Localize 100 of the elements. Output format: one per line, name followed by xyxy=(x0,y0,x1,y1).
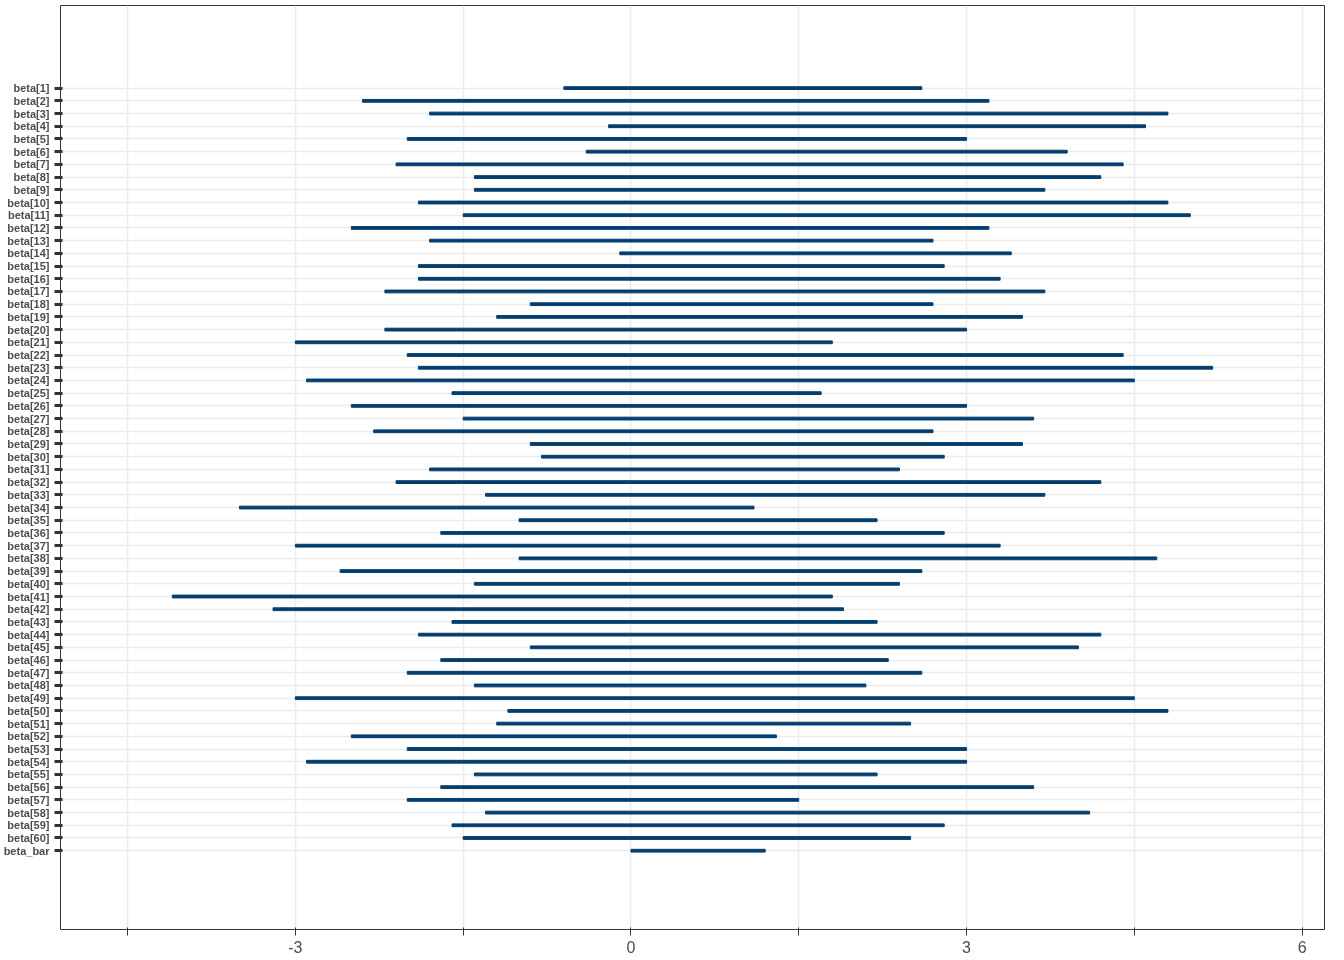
y-tick-label: beta[60] xyxy=(7,831,50,844)
bar xyxy=(306,759,968,764)
y-tick-label: beta[34] xyxy=(7,501,50,514)
x-tick-label: 3 xyxy=(962,938,972,956)
y-tick-label: beta[17] xyxy=(7,285,50,298)
y-tick-label: beta[30] xyxy=(7,450,50,463)
y-tick-label: beta[20] xyxy=(7,323,50,336)
bar xyxy=(451,620,878,624)
y-tick-label: beta[53] xyxy=(7,743,50,756)
bar xyxy=(350,403,968,408)
bar xyxy=(585,149,1068,154)
bar xyxy=(417,200,1169,205)
bar xyxy=(462,836,912,840)
y-tick-label: beta[18] xyxy=(7,298,50,311)
bar xyxy=(406,747,968,751)
bar xyxy=(350,734,777,739)
bar xyxy=(171,594,833,599)
bar xyxy=(429,238,934,243)
y-tick-label: beta[19] xyxy=(7,310,50,323)
y-tick-label: beta[23] xyxy=(7,361,50,374)
bar xyxy=(473,581,900,586)
y-tick-label: beta[1] xyxy=(13,82,50,95)
y-tick-label: beta[54] xyxy=(7,755,50,768)
bar xyxy=(339,569,923,573)
bar xyxy=(417,632,1102,637)
bar xyxy=(485,810,1091,815)
bar xyxy=(395,480,1102,485)
bar xyxy=(496,314,1023,319)
y-tick-label: beta[51] xyxy=(7,717,50,730)
y-tick-label: beta[45] xyxy=(7,641,50,654)
y-tick-label: beta[40] xyxy=(7,577,50,590)
y-tick-label: beta[59] xyxy=(7,819,50,832)
y-tick-label: beta[36] xyxy=(7,526,50,539)
bar xyxy=(496,721,912,726)
y-tick-label: beta[3] xyxy=(13,107,50,120)
y-tick-label: beta[10] xyxy=(7,196,50,209)
y-tick-label: beta[25] xyxy=(7,387,50,400)
bar xyxy=(529,645,1079,650)
y-tick-label: beta[43] xyxy=(7,615,50,628)
bar xyxy=(451,823,945,828)
y-tick-label: beta[31] xyxy=(7,463,50,476)
y-tick-label: beta[28] xyxy=(7,425,50,438)
y-tick-label: beta[55] xyxy=(7,768,50,781)
y-tick-label: beta[9] xyxy=(13,183,50,196)
y-tick-label: beta[27] xyxy=(7,412,50,425)
bar xyxy=(473,187,1046,192)
y-tick-label: beta[21] xyxy=(7,336,50,349)
bar xyxy=(619,251,1012,256)
y-tick-label: beta[4] xyxy=(13,120,50,133)
bar xyxy=(429,111,1169,116)
y-tick-label: beta[11] xyxy=(7,209,50,222)
y-tick-label: beta[32] xyxy=(7,476,50,489)
y-tick-label: beta[33] xyxy=(7,488,50,501)
y-tick-label: beta[48] xyxy=(7,679,50,692)
bar xyxy=(406,137,968,141)
bar xyxy=(473,772,878,777)
bar xyxy=(406,670,923,675)
y-tick-label: beta[38] xyxy=(7,552,50,565)
bar xyxy=(529,302,934,307)
bar xyxy=(429,467,900,472)
bar xyxy=(440,785,1035,790)
bar xyxy=(540,454,945,459)
y-tick-label: beta[44] xyxy=(7,628,50,641)
y-tick-label: beta[16] xyxy=(7,272,50,285)
bar xyxy=(417,276,1001,281)
x-tick-label: -3 xyxy=(288,938,303,956)
bar xyxy=(462,213,1191,218)
y-tick-label: beta[35] xyxy=(7,514,50,527)
y-tick-label: beta[29] xyxy=(7,437,50,450)
y-tick-label: beta[12] xyxy=(7,221,50,234)
bar xyxy=(272,607,845,612)
bar xyxy=(462,416,1035,421)
bar xyxy=(306,378,1135,383)
y-tick-label: beta[42] xyxy=(7,603,50,616)
y-tick-label: beta[56] xyxy=(7,781,50,794)
bar xyxy=(529,442,1023,446)
y-tick-label: beta[39] xyxy=(7,565,50,578)
bar xyxy=(440,531,945,535)
bar xyxy=(373,429,934,434)
bar xyxy=(507,708,1169,713)
bar xyxy=(518,556,1158,561)
bar xyxy=(440,658,889,662)
y-tick-label: beta[50] xyxy=(7,704,50,717)
bar xyxy=(608,124,1147,129)
bar xyxy=(294,696,1135,701)
bar xyxy=(563,86,923,91)
y-tick-label: beta[41] xyxy=(7,590,50,603)
bar xyxy=(451,391,822,396)
bar xyxy=(518,518,878,523)
bar xyxy=(362,98,990,103)
y-tick-label: beta[26] xyxy=(7,399,50,412)
y-tick-label: beta[14] xyxy=(7,247,50,260)
bar xyxy=(630,848,766,853)
bar xyxy=(384,289,1046,294)
bar xyxy=(485,492,1046,497)
bar xyxy=(473,683,867,688)
y-tick-label: beta[58] xyxy=(7,806,50,819)
bar xyxy=(473,175,1102,179)
y-tick-label: beta[5] xyxy=(13,132,50,145)
x-tick-label: 0 xyxy=(626,938,636,956)
